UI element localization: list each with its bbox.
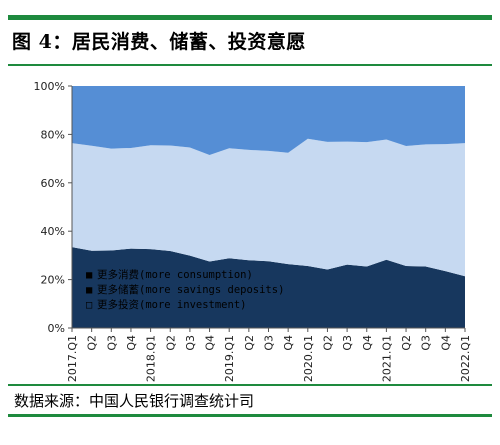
area-series-2 xyxy=(72,86,465,155)
y-tick-label: 60% xyxy=(41,177,65,190)
data-source: 数据来源：中国人民银行调查统计司 xyxy=(14,392,255,410)
figure-title: 图 4：居民消费、储蓄、投资意愿 xyxy=(12,31,306,53)
y-tick-label: 40% xyxy=(41,225,65,238)
x-tick-label: Q2 xyxy=(243,335,256,351)
x-tick-label: Q4 xyxy=(439,335,452,351)
chart-legend: ■ 更多消费(more consumption) ■ 更多储蓄(more saving… xyxy=(86,268,284,311)
axes: 0% 20% 40% 60% 80% 100% 2017.Q1 Q2 Q3 Q4 2018.Q1 Q2… xyxy=(34,80,472,382)
title-rule xyxy=(8,64,492,66)
stacked-area-chart: 0% 20% 40% 60% 80% 100% 2017.Q1 Q2 Q3 Q4 2018.Q1 Q2… xyxy=(34,80,472,382)
x-tick-label: Q4 xyxy=(282,335,295,351)
x-tick-label: Q4 xyxy=(204,335,217,351)
y-tick-label: 20% xyxy=(41,274,65,287)
x-tick-label: Q3 xyxy=(263,335,276,351)
source-rule xyxy=(8,384,492,386)
legend-marker: ■ xyxy=(86,269,93,281)
x-tick-label: Q2 xyxy=(86,335,99,351)
x-tick-label: 2020.Q1 xyxy=(302,335,315,382)
y-tick-label: 80% xyxy=(41,128,65,141)
x-tick-label: 2021.Q1 xyxy=(380,335,393,382)
x-tick-label: Q2 xyxy=(164,335,177,351)
area-series-0 xyxy=(72,247,465,328)
y-tick-label: 0% xyxy=(48,322,65,335)
top-rule xyxy=(8,15,492,20)
bottom-rule xyxy=(8,414,492,417)
x-tick-label: Q4 xyxy=(361,335,374,351)
x-tick-label: Q2 xyxy=(400,335,413,351)
x-tick-label: 2018.Q1 xyxy=(145,335,158,382)
legend-marker: ■ xyxy=(86,284,93,296)
area-series-1 xyxy=(72,138,465,277)
x-tick-label: 2019.Q1 xyxy=(223,335,236,382)
x-tick-label: 2022.Q1 xyxy=(459,335,472,382)
x-tick-label: Q3 xyxy=(105,335,118,351)
x-tick-label: Q2 xyxy=(321,335,334,351)
x-tick-label: Q3 xyxy=(341,335,354,351)
legend-entry: 更多储蓄(more savings deposits) xyxy=(97,283,284,296)
area-layers xyxy=(72,86,465,328)
x-tick-label: Q4 xyxy=(125,335,138,351)
legend-entry: 更多投资(more investment) xyxy=(97,298,246,311)
legend-entry: 更多消费(more consumption) xyxy=(97,268,253,281)
x-tick-label: Q3 xyxy=(184,335,197,351)
legend-marker: □ xyxy=(86,299,93,311)
x-tick-label: Q3 xyxy=(420,335,433,351)
y-tick-label: 100% xyxy=(34,80,65,93)
x-tick-label: 2017.Q1 xyxy=(66,335,79,382)
